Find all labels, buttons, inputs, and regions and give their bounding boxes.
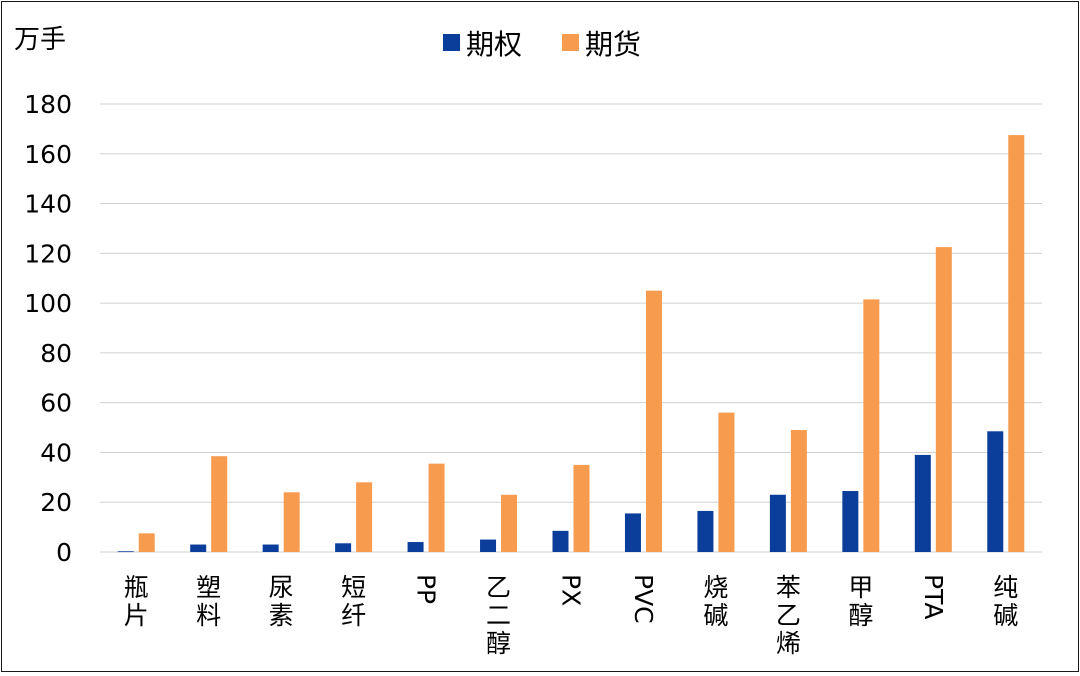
legend-label: 期权 (466, 28, 522, 61)
x-tick-label: 乙二醇 (486, 573, 511, 658)
bar-futures (863, 299, 880, 552)
y-tick-label: 60 (40, 389, 72, 418)
x-tick-label: 尿素 (269, 573, 294, 630)
y-tick-label: 20 (40, 488, 72, 517)
y-tick-label: 160 (24, 140, 72, 169)
x-tick-label: PP (412, 574, 441, 604)
bars (117, 135, 1025, 553)
y-unit-label: 万手 (14, 25, 66, 55)
y-tick-label: 120 (24, 239, 72, 268)
bar-options (117, 551, 134, 553)
bar-futures (645, 290, 662, 552)
y-tick-label: 100 (24, 289, 72, 318)
y-tick-label: 40 (40, 438, 72, 467)
bar-options (769, 494, 786, 552)
bar-futures (718, 412, 735, 552)
x-tick-label: 短纤 (341, 573, 366, 630)
y-tick-label: 180 (24, 90, 72, 119)
y-tick-label: 140 (24, 190, 72, 219)
grid-lines (100, 103, 1042, 553)
x-tick-label: 瓶片 (124, 573, 149, 630)
bar-options (480, 539, 497, 552)
bar-futures (428, 463, 445, 552)
bar-futures (935, 247, 952, 552)
bar-options (914, 454, 931, 552)
bar-options (987, 431, 1004, 552)
bar-options (842, 491, 859, 552)
bar-options (190, 544, 207, 552)
bar-futures (573, 464, 590, 552)
y-tick-label: 0 (56, 538, 72, 567)
bar-options (335, 543, 352, 552)
x-tick-label: 甲醇 (848, 573, 873, 630)
x-tick-label: 纯碱 (993, 573, 1018, 630)
x-tick-label: 苯乙烯 (776, 573, 801, 658)
bar-options (624, 513, 641, 552)
x-tick-label: PVC (629, 574, 658, 624)
bar-futures (283, 492, 300, 552)
legend-swatch (562, 34, 579, 51)
bar-options (262, 544, 279, 552)
bar-options (697, 510, 714, 552)
legend-label: 期货 (585, 28, 641, 61)
bar-futures (501, 494, 518, 552)
legend: 期权 期货 (443, 28, 641, 61)
bar-futures (790, 430, 807, 552)
x-tick-label: 烧碱 (703, 573, 728, 630)
y-axis: 0 20 40 60 80 100 120 140 160 180 (24, 90, 72, 567)
bar-futures (211, 456, 228, 552)
x-tick-label: PX (557, 574, 586, 606)
y-tick-label: 80 (40, 339, 72, 368)
bar-options (552, 530, 569, 552)
bar-futures (1008, 135, 1025, 552)
bar-options (407, 542, 424, 552)
bar-futures (356, 482, 373, 552)
x-tick-label: PTA (919, 574, 948, 620)
x-tick-label: 塑料 (196, 573, 221, 630)
bar-futures (138, 533, 155, 552)
legend-swatch (443, 34, 460, 51)
